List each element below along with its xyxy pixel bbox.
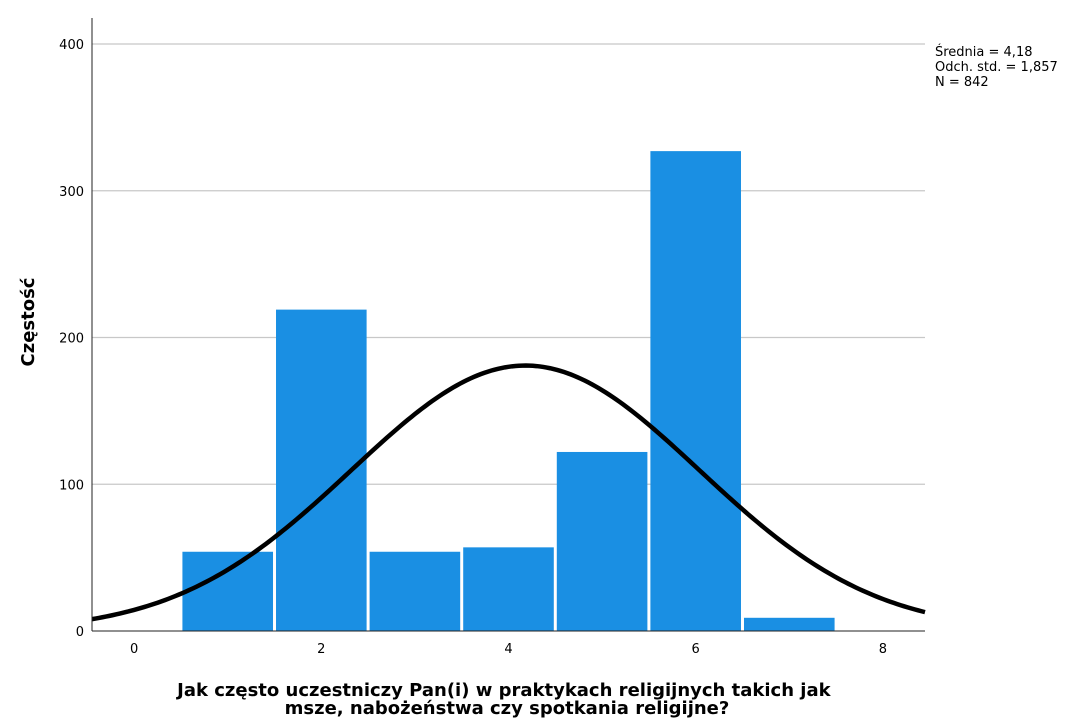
y-tick-label-400: 400	[59, 38, 84, 53]
normal-curve-layer	[91, 363, 926, 622]
y-tick-label-200: 200	[59, 332, 84, 347]
histogram-bar-1	[182, 551, 274, 631]
x-axis-title: Jak często uczestniczy Pan(i) w praktyka…	[175, 680, 837, 719]
gridlines	[92, 43, 925, 485]
histogram-bar-4	[463, 547, 554, 631]
x-tick-label-0: 0	[130, 642, 138, 657]
histogram-bars	[182, 151, 835, 631]
y-axis-title: Częstość	[18, 277, 39, 366]
normal-curve	[91, 363, 926, 622]
histogram-bar-7	[743, 617, 835, 631]
x-tick-label-4: 4	[504, 642, 512, 657]
histogram-bar-6	[650, 151, 741, 631]
y-tick-label-100: 100	[59, 478, 84, 493]
tick-labels: 0 100 200 300 400 0 2 4 6 8	[59, 38, 887, 657]
x-tick-label-6: 6	[692, 642, 700, 657]
histogram-bar-5	[556, 451, 648, 631]
stats-n: N = 842	[935, 75, 989, 90]
x-tick-label-8: 8	[879, 642, 887, 657]
x-axis-title-line-2: msze, nabożeństwa czy spotkania religijn…	[285, 698, 730, 719]
stats-sd: Odch. std. = 1,857	[935, 60, 1058, 75]
histogram-bar-3	[369, 551, 461, 631]
x-tick-label-2: 2	[317, 642, 325, 657]
stats-mean: Średnia = 4,18	[935, 44, 1032, 60]
y-tick-label-300: 300	[59, 185, 84, 200]
y-tick-label-0: 0	[76, 625, 84, 640]
axes	[91, 18, 925, 632]
x-axis-title-line-1: Jak często uczestniczy Pan(i) w praktyka…	[175, 680, 831, 701]
